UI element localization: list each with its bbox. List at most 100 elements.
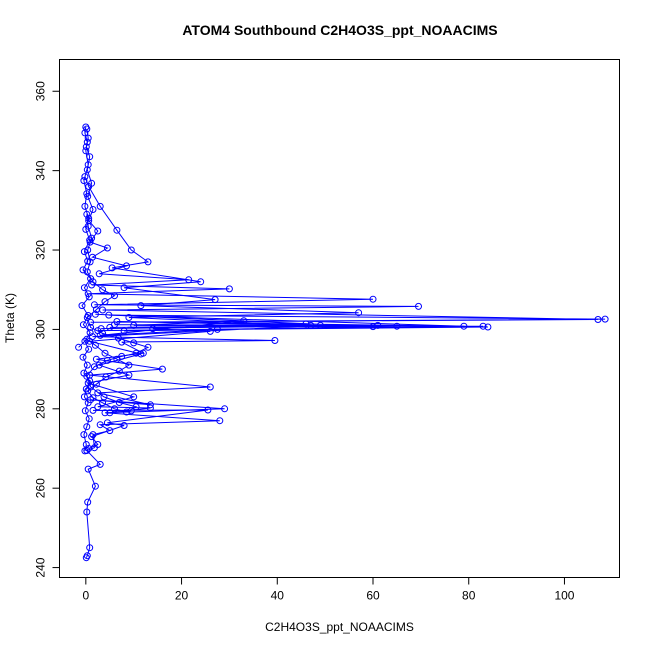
data-point — [85, 214, 93, 222]
data-point — [89, 206, 97, 213]
data-point — [81, 202, 89, 210]
data-point — [115, 367, 123, 375]
data-point — [84, 399, 92, 407]
x-tick-label: 40 — [271, 589, 285, 603]
data-point — [84, 498, 92, 506]
series-line — [85, 128, 606, 558]
data-point — [130, 339, 138, 347]
data-point — [120, 422, 128, 429]
data-point — [216, 417, 224, 425]
data-point — [84, 161, 92, 169]
data-point — [92, 380, 100, 388]
data-point — [96, 202, 104, 210]
data-point — [82, 225, 90, 233]
data-point — [84, 312, 92, 319]
x-tick-label: 0 — [82, 589, 89, 603]
data-point — [91, 482, 99, 490]
data-point — [85, 345, 93, 353]
data-point — [158, 365, 166, 373]
data-point — [89, 394, 97, 402]
data-series — [78, 123, 95, 455]
series-line — [78, 214, 150, 413]
data-point — [120, 284, 128, 292]
data-point — [240, 317, 248, 325]
y-tick-label: 300 — [34, 319, 48, 339]
data-point — [88, 281, 96, 289]
data-point — [82, 385, 90, 393]
data-point — [132, 349, 140, 357]
data-point — [369, 323, 377, 331]
series-line — [84, 176, 464, 449]
data-point — [115, 399, 123, 406]
series-line — [81, 126, 92, 452]
data-point — [101, 298, 109, 306]
data-point — [206, 327, 214, 335]
data-point — [479, 322, 487, 330]
y-tick-label: 240 — [34, 557, 48, 577]
y-tick-label: 340 — [34, 160, 48, 180]
data-point — [99, 286, 107, 294]
data-series — [81, 173, 468, 452]
data-point — [81, 447, 89, 455]
data-point — [114, 334, 122, 342]
data-point — [113, 226, 121, 234]
data-point — [204, 406, 212, 414]
data-point — [81, 337, 89, 345]
data-point — [85, 293, 93, 301]
data-point — [75, 343, 83, 351]
data-point — [87, 275, 95, 283]
data-point — [118, 352, 126, 360]
y-axis-label: Theta (K) — [3, 293, 17, 343]
data-point — [594, 316, 602, 323]
data-point — [460, 322, 468, 330]
data-point — [91, 341, 99, 349]
data-point — [89, 406, 97, 414]
data-point — [307, 321, 315, 329]
data-point — [111, 405, 118, 413]
data-point — [80, 248, 88, 256]
data-point — [84, 257, 92, 265]
data-point — [81, 173, 89, 181]
data-point — [415, 302, 422, 310]
data-point — [94, 441, 102, 448]
data-point — [127, 246, 135, 254]
data-point — [102, 373, 110, 381]
data-point — [81, 129, 89, 137]
data-point — [120, 327, 128, 335]
data-point — [79, 266, 87, 274]
data-point — [130, 321, 138, 329]
data-point — [100, 393, 108, 401]
x-axis-label: C2H4O3S_ppt_NOAACIMS — [265, 620, 414, 634]
data-point — [79, 321, 87, 329]
data-point — [87, 323, 95, 331]
data-point — [83, 138, 91, 146]
data-series — [82, 125, 609, 562]
x-tick-label: 20 — [175, 589, 189, 603]
data-point — [108, 264, 116, 272]
data-point — [80, 431, 88, 439]
data-point — [91, 310, 99, 318]
data-point — [80, 284, 88, 292]
data-point — [94, 403, 102, 411]
data-point — [82, 441, 90, 448]
data-point — [197, 278, 205, 286]
data-point — [84, 465, 92, 473]
data-point — [97, 325, 105, 333]
data-point — [86, 329, 94, 337]
data-point — [81, 407, 89, 415]
data-point — [82, 554, 90, 562]
data-point — [82, 147, 90, 155]
data-point — [103, 356, 111, 364]
data-point — [95, 270, 103, 278]
data-point — [106, 427, 114, 435]
data-point — [355, 309, 363, 317]
y-tick-label: 280 — [34, 398, 48, 418]
data-point — [92, 306, 100, 314]
data-point — [302, 320, 310, 328]
data-point — [149, 325, 157, 333]
data-point — [79, 353, 87, 361]
data-point — [123, 408, 130, 416]
data-point — [484, 323, 492, 331]
plot-frame — [59, 59, 620, 578]
